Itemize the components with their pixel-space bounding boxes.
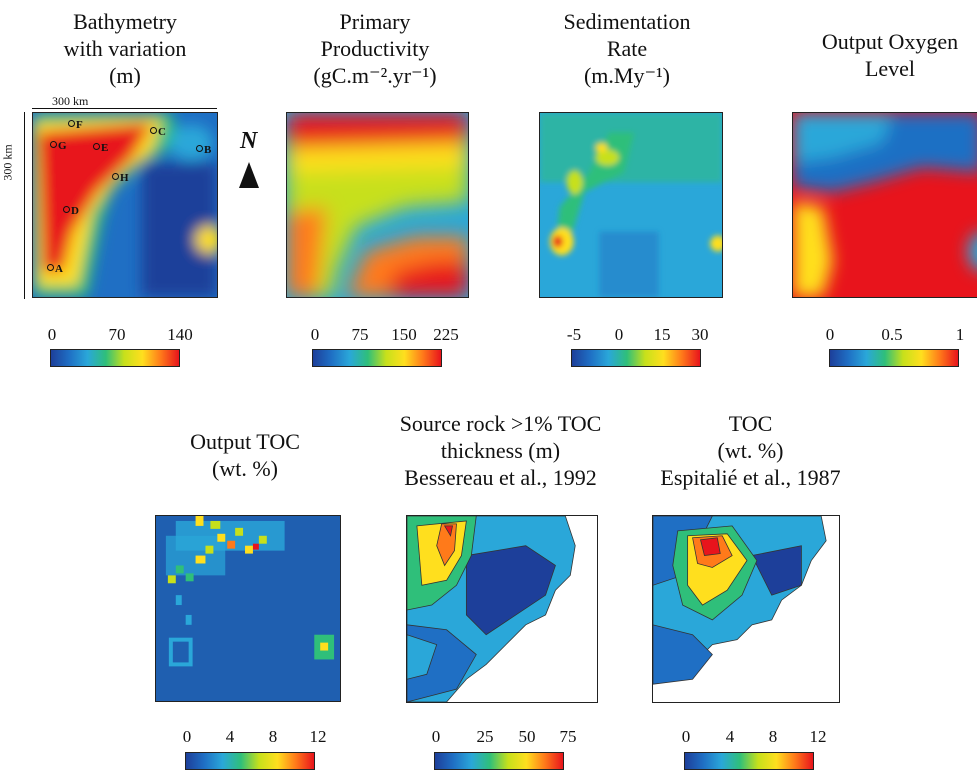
oxygen-map xyxy=(792,112,977,298)
output-toc-tick-1: 4 xyxy=(225,727,235,746)
toc-espitalie-colorbar xyxy=(684,752,814,770)
sedimentation-tick-1: 0 xyxy=(614,325,624,344)
width-scale-label: 300 km xyxy=(52,94,89,108)
north-label: N xyxy=(240,128,258,154)
oxygen-colorbar xyxy=(829,349,959,367)
site-c: C xyxy=(150,126,166,138)
output-toc-tick-2: 8 xyxy=(268,727,278,746)
sedimentation-tick-2: 15 xyxy=(653,325,671,344)
oxygen-tick-2: 1 xyxy=(955,325,965,344)
panel-title-output-toc: Output TOC (wt. %) xyxy=(190,429,300,481)
output-toc-tick-0: 0 xyxy=(182,727,192,746)
bathymetry-tick-2: 140 xyxy=(167,325,193,344)
width-scale-arrow xyxy=(32,108,217,109)
productivity-map xyxy=(286,112,469,298)
panel-title-sedimentation: Sedimentation Rate (m.My⁻¹) xyxy=(563,9,691,88)
height-scale-arrow xyxy=(24,112,25,299)
sedimentation-map xyxy=(539,112,723,298)
source-rock-tick-0: 0 xyxy=(431,727,441,746)
site-a: A xyxy=(47,263,63,275)
productivity-tick-2: 150 xyxy=(391,325,417,344)
output-toc-colorbar xyxy=(185,752,315,770)
bathymetry-colorbar xyxy=(50,349,180,367)
panel-title-bathymetry: Bathymetry with variation (m) xyxy=(63,9,187,88)
toc-espitalie-tick-2: 8 xyxy=(768,727,778,746)
sedimentation-tick-3: 30 xyxy=(691,325,709,344)
productivity-colorbar xyxy=(312,349,442,367)
north-arrow-icon xyxy=(239,162,259,188)
site-d: D xyxy=(63,205,79,217)
oxygen-tick-1: 0.5 xyxy=(881,325,903,344)
panel-title-source-rock: Source rock >1% TOC thickness (m) Besser… xyxy=(399,411,602,490)
source-rock-tick-3: 75 xyxy=(559,727,577,746)
output-toc-map xyxy=(155,515,341,702)
sedimentation-tick-0: -5 xyxy=(566,325,582,344)
site-e: E xyxy=(93,142,108,154)
sedimentation-colorbar xyxy=(571,349,701,367)
productivity-tick-0: 0 xyxy=(310,325,320,344)
site-f: F xyxy=(68,119,83,131)
panel-title-toc-espitalie: TOC (wt. %) Espitalié et al., 1987 xyxy=(660,411,841,490)
height-scale-label: 300 km xyxy=(0,144,15,181)
bathymetry-tick-0: 0 xyxy=(47,325,57,344)
site-b: B xyxy=(196,144,211,156)
toc-espitalie-tick-3: 12 xyxy=(809,727,827,746)
productivity-tick-1: 75 xyxy=(351,325,369,344)
source-rock-map xyxy=(406,515,598,703)
oxygen-tick-0: 0 xyxy=(825,325,835,344)
source-rock-tick-2: 50 xyxy=(518,727,536,746)
panel-title-oxygen: Output Oxygen Level xyxy=(821,29,959,81)
source-rock-tick-1: 25 xyxy=(476,727,494,746)
toc-espitalie-tick-0: 0 xyxy=(681,727,691,746)
toc-espitalie-map xyxy=(652,515,840,703)
output-toc-tick-3: 12 xyxy=(309,727,327,746)
panel-title-productivity: Primary Productivity (gC.m⁻².yr⁻¹) xyxy=(313,9,437,88)
productivity-tick-3: 225 xyxy=(433,325,459,344)
site-g: G xyxy=(50,140,67,152)
toc-espitalie-tick-1: 4 xyxy=(725,727,735,746)
source-rock-colorbar xyxy=(434,752,564,770)
site-h: H xyxy=(112,172,129,184)
bathymetry-tick-1: 70 xyxy=(108,325,126,344)
